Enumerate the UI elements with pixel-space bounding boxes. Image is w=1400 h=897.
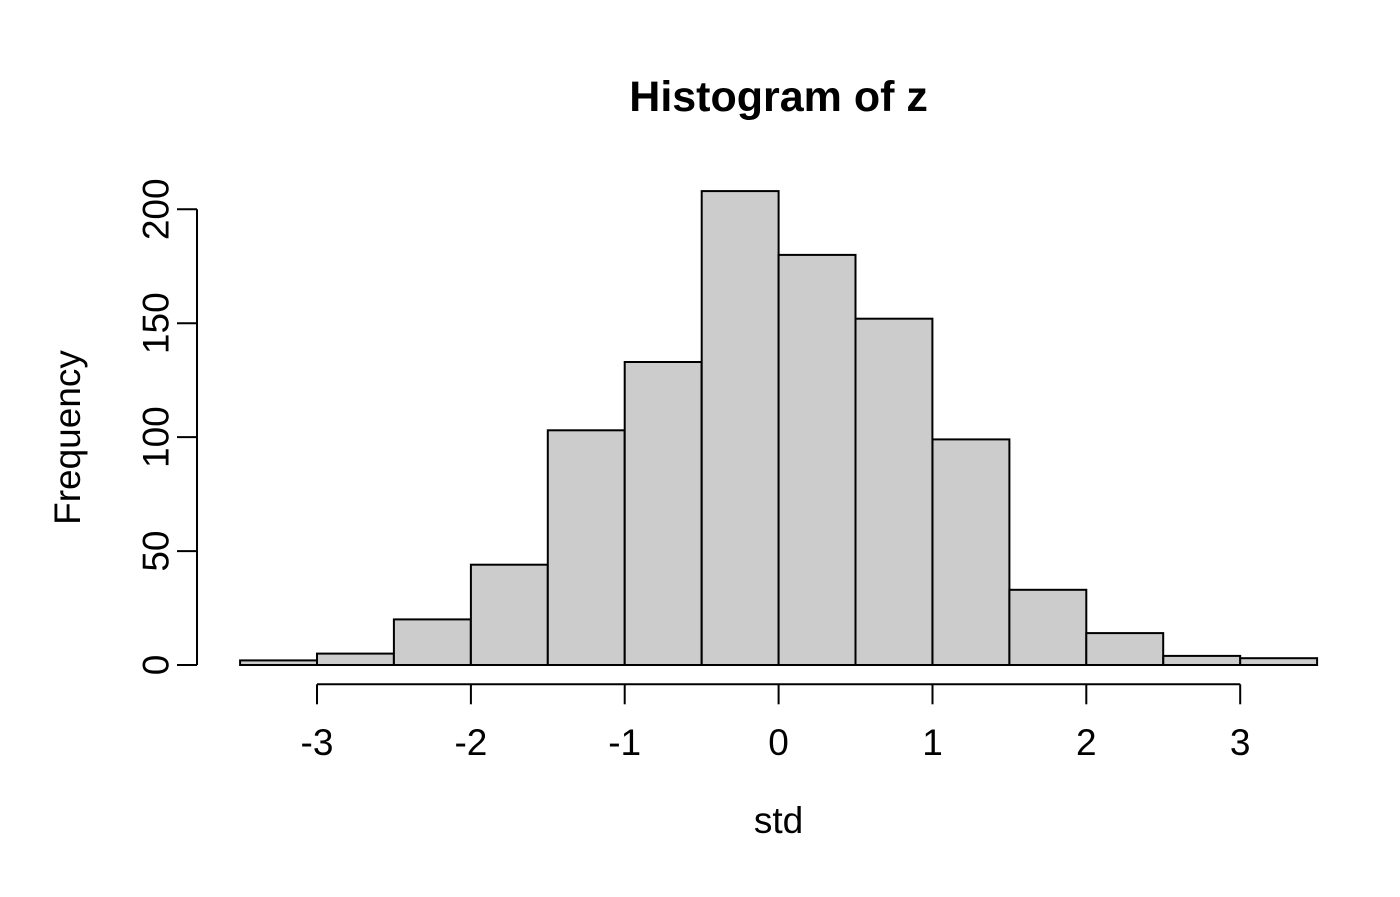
y-tick-label: 100 (136, 406, 177, 468)
y-tick-label: 200 (136, 178, 177, 240)
histogram-figure: -3 -2 -1 0 1 2 3 0 50 100 150 200 Histogram of z s… (40, 16, 1400, 881)
y-tick-label: 150 (136, 292, 177, 354)
histogram-bar (1162, 654, 1242, 667)
x-axis: -3 -2 -1 0 1 2 3 (301, 683, 1251, 763)
histogram-bar (854, 317, 934, 666)
histogram-bar (700, 190, 780, 666)
histogram-bar (316, 652, 395, 666)
histogram-bar (777, 253, 857, 666)
x-tick-label: 2 (1076, 722, 1097, 763)
x-tick-label: -1 (608, 722, 641, 763)
y-axis: 0 50 100 150 200 (136, 178, 198, 675)
x-tick-label: 1 (922, 722, 943, 763)
bars-group (239, 190, 1319, 667)
x-tick-label: 3 (1230, 722, 1251, 763)
x-tick-label: -3 (301, 722, 334, 763)
histogram-bar (1239, 657, 1319, 667)
histogram-bar (546, 429, 626, 666)
x-axis-label: std (754, 800, 803, 841)
histogram-bar (623, 361, 703, 666)
x-tick-label: 0 (768, 722, 789, 763)
y-tick-label: 50 (136, 531, 177, 572)
chart-title: Histogram of z (629, 73, 928, 121)
histogram-plot: -3 -2 -1 0 1 2 3 0 50 100 150 200 Histogram of z s… (47, 73, 1319, 841)
histogram-bar (392, 618, 472, 667)
x-tick-label: -2 (454, 722, 487, 763)
histogram-bar (1085, 632, 1165, 666)
histogram-bar (469, 563, 549, 667)
histogram-bar (1008, 588, 1088, 666)
y-axis-label: Frequency (47, 350, 88, 525)
histogram-bar (931, 438, 1011, 666)
y-tick-label: 0 (136, 655, 177, 676)
histogram-bar (239, 659, 319, 667)
